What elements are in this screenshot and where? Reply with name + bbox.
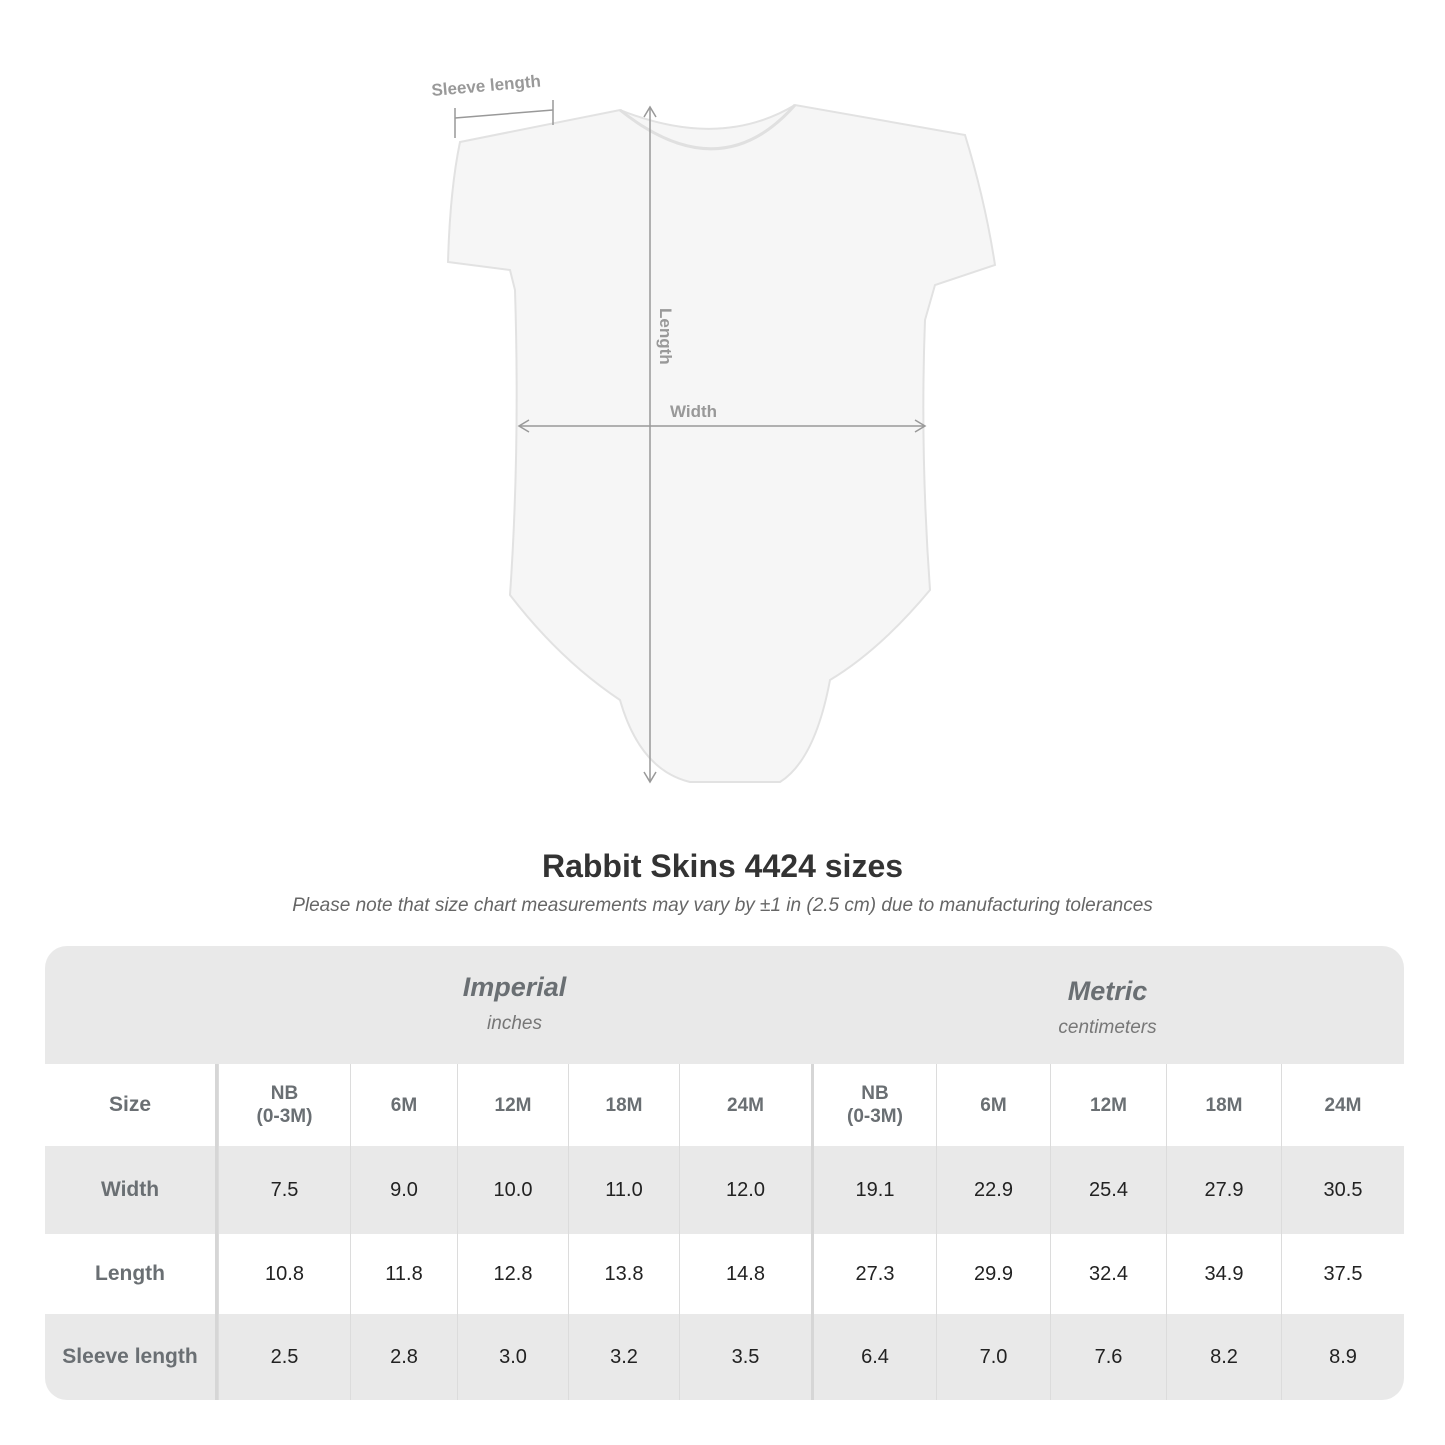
table-cell: 2.8 <box>350 1314 457 1400</box>
size-header: 18M <box>568 1064 679 1146</box>
size-header: 12M <box>457 1064 568 1146</box>
table-cell: 10.0 <box>457 1146 568 1234</box>
table-cell: 14.8 <box>679 1234 811 1314</box>
table-row: Sleeve length 2.5 2.8 3.0 3.2 3.5 6.4 7.0 7.6 8.2… <box>45 1314 1404 1400</box>
table-cell: 37.5 <box>1281 1234 1404 1314</box>
row-label: Sleeve length <box>45 1314 218 1400</box>
metric-title: Metric <box>1067 976 1148 1006</box>
table-cell: 12.8 <box>457 1234 568 1314</box>
table-cell: 7.6 <box>1050 1314 1166 1400</box>
metric-header: Metric centimeters <box>811 946 1404 1064</box>
imperial-unit: inches <box>487 1013 542 1034</box>
size-header: 6M <box>350 1064 457 1146</box>
imperial-header: Imperial inches <box>218 946 811 1064</box>
size-table: Imperial inches Metric centimeters Size N… <box>45 946 1404 1400</box>
table-cell: 3.2 <box>568 1314 679 1400</box>
size-header: 24M <box>1281 1064 1404 1146</box>
table-cell: 27.3 <box>811 1234 936 1314</box>
table-cell: 3.0 <box>457 1314 568 1400</box>
table-cell: 11.0 <box>568 1146 679 1234</box>
table-cell: 13.8 <box>568 1234 679 1314</box>
size-header-row: Size NB (0-3M) 6M 12M 18M 24M NB (0-3M) 6M 12M 18… <box>45 1064 1404 1146</box>
table-row: Length 10.8 11.8 12.8 13.8 14.8 27.3 29.9 32.4 34… <box>45 1234 1404 1314</box>
table-cell: 9.0 <box>350 1146 457 1234</box>
row-label: Length <box>45 1234 218 1314</box>
measure-lines <box>454 100 927 784</box>
size-header: 12M <box>1050 1064 1166 1146</box>
table-cell: 34.9 <box>1166 1234 1281 1314</box>
table-cell: 25.4 <box>1050 1146 1166 1234</box>
length-label: Length <box>656 308 675 365</box>
table-cell: 6.4 <box>811 1314 936 1400</box>
table-cell: 2.5 <box>218 1314 350 1400</box>
imperial-title: Imperial <box>462 972 567 1002</box>
row-label: Size <box>45 1064 218 1146</box>
table-cell: 29.9 <box>936 1234 1050 1314</box>
table-cell: 11.8 <box>350 1234 457 1314</box>
table-cell: 27.9 <box>1166 1146 1281 1234</box>
size-header: NB (0-3M) <box>811 1064 936 1146</box>
bodysuit-shape <box>446 103 997 783</box>
table-cell: 10.8 <box>218 1234 350 1314</box>
table-cell: 19.1 <box>811 1146 936 1234</box>
table-cell: 7.5 <box>218 1146 350 1234</box>
size-header: 18M <box>1166 1064 1281 1146</box>
table-cell: 12.0 <box>679 1146 811 1234</box>
table-cell: 22.9 <box>936 1146 1050 1234</box>
tolerance-note: Please note that size chart measurements… <box>292 895 1153 916</box>
bodysuit-diagram: Sleeve length Length Width <box>431 72 997 784</box>
size-header: 6M <box>936 1064 1050 1146</box>
neckline <box>619 104 797 151</box>
chart-title: Rabbit Skins 4424 sizes <box>541 848 904 884</box>
table-cell: 30.5 <box>1281 1146 1404 1234</box>
table-row: Width 7.5 9.0 10.0 11.0 12.0 19.1 22.9 25.4 27.9 3… <box>45 1146 1404 1234</box>
size-header: 24M <box>679 1064 811 1146</box>
width-label: Width <box>670 402 717 421</box>
table-cell: 32.4 <box>1050 1234 1166 1314</box>
size-header: NB (0-3M) <box>218 1064 350 1146</box>
metric-unit: centimeters <box>1058 1017 1157 1038</box>
sleeve-length-label: Sleeve length <box>431 72 542 100</box>
table-cell: 7.0 <box>936 1314 1050 1400</box>
table-cell: 8.2 <box>1166 1314 1281 1400</box>
row-label: Width <box>45 1146 218 1234</box>
table-cell: 3.5 <box>679 1314 811 1400</box>
table-cell: 8.9 <box>1281 1314 1404 1400</box>
